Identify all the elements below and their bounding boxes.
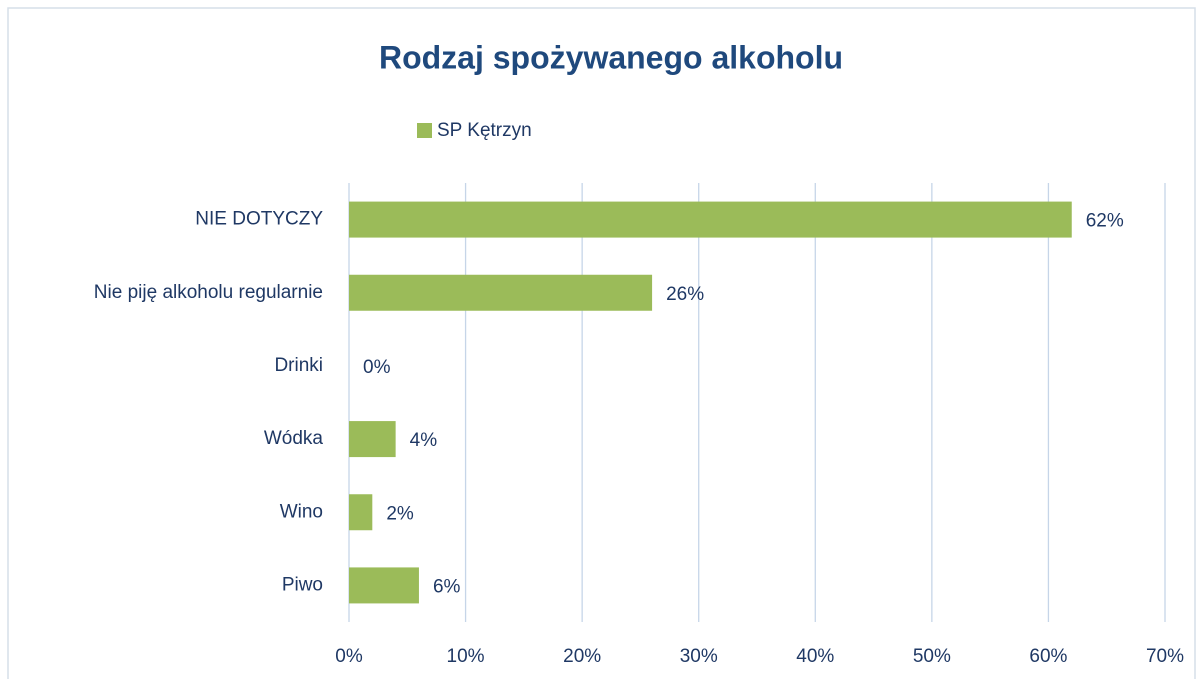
chart-title: Rodzaj spożywanego alkoholu — [379, 39, 843, 75]
data-label: 62% — [1086, 211, 1124, 232]
x-tick-label: 60% — [1029, 646, 1067, 667]
x-tick-label: 0% — [335, 646, 363, 667]
bar — [349, 567, 419, 604]
data-label: 2% — [386, 503, 414, 524]
y-tick-label: Drinki — [274, 355, 323, 376]
legend-swatch — [417, 123, 432, 138]
x-tick-label: 20% — [563, 646, 601, 667]
bar — [349, 421, 396, 458]
x-tick-label: 30% — [680, 646, 718, 667]
data-label: 4% — [410, 430, 438, 451]
x-tick-label: 40% — [796, 646, 834, 667]
legend-label: SP Kętrzyn — [437, 120, 532, 141]
x-tick-label: 50% — [913, 646, 951, 667]
x-tick-label: 10% — [447, 646, 485, 667]
chart-frame — [7, 7, 1196, 679]
y-tick-label: Piwo — [282, 574, 323, 595]
data-label: 26% — [666, 284, 704, 305]
data-label: 0% — [363, 357, 391, 378]
x-tick-label: 70% — [1146, 646, 1184, 667]
bar — [349, 201, 1072, 238]
y-tick-label: NIE DOTYCZY — [195, 209, 323, 230]
y-tick-label: Wódka — [264, 428, 324, 449]
bar — [349, 274, 653, 311]
y-tick-label: Nie piję alkoholu regularnie — [94, 282, 323, 303]
bar — [349, 494, 373, 531]
y-tick-label: Wino — [280, 501, 323, 522]
data-label: 6% — [433, 576, 461, 597]
